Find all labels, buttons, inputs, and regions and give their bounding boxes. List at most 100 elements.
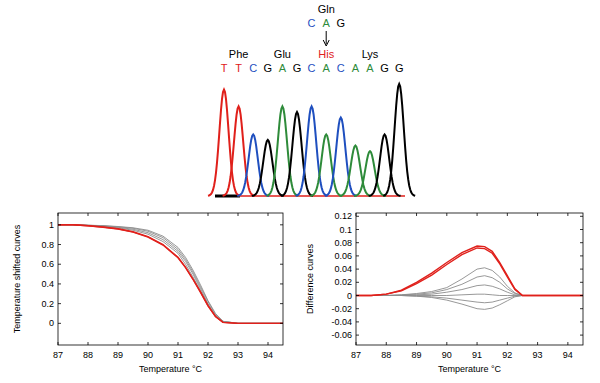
x-tick-top [416,213,417,216]
x-tick-label: 89 [113,350,123,360]
y-tick [58,264,61,265]
x-tick-label: 89 [412,350,422,360]
series-line [58,225,283,324]
y-tick [356,216,359,217]
x-tick [507,342,508,345]
codon-base: G [264,62,273,74]
y-tick-label: 0.12 [334,211,352,221]
y-tick-right [580,295,583,296]
x-tick-top [356,213,357,216]
codon-base: G [380,62,389,74]
x-tick-label: 88 [381,350,391,360]
x-tick-top [477,213,478,216]
y-tick [356,229,359,230]
y-tick-right [580,321,583,322]
y-tick-right [580,255,583,256]
original-amino-acid: Gln [318,3,335,15]
y-tick-label: 0.6 [41,259,54,269]
x-tick-top [58,213,59,216]
amino-acid: Phe [229,48,249,60]
series-line [58,225,283,324]
x-tick-label: 94 [563,350,573,360]
peak [354,151,386,196]
y-tick [58,323,61,324]
y-tick-right [580,229,583,230]
x-tick-label: 88 [83,350,93,360]
y-tick-right [280,283,283,284]
codon-base: C [308,62,316,74]
x-tick-top [148,213,149,216]
y-tick [58,244,61,245]
x-tick [537,342,538,345]
series-line [58,225,283,324]
baseline-marker [215,195,240,198]
codon-base: T [235,62,242,74]
y-tick-label: 0 [347,291,352,301]
y-tick-label: -0.06 [331,330,352,340]
x-tick [88,342,89,345]
y-tick [356,242,359,243]
y-tick-right [280,303,283,304]
peak [339,146,371,196]
x-tick-top [537,213,538,216]
x-tick [238,342,239,345]
x-tick-label: 93 [233,350,243,360]
x-tick-top [567,213,568,216]
peak [266,106,298,195]
peak [208,90,240,196]
x-tick-label: 91 [472,350,482,360]
codon-base: A [279,62,287,74]
y-tick [356,308,359,309]
peak [237,134,269,195]
y-tick [356,282,359,283]
x-tick [178,342,179,345]
y-tick-label: -0.02 [331,304,352,314]
y-tick-right [280,244,283,245]
codon-base: G [293,62,302,74]
peak [369,134,401,195]
x-tick-top [118,213,119,216]
x-tick-top [208,213,209,216]
series-line [356,268,583,296]
x-tick-label: 90 [442,350,452,360]
plot-frame [58,213,283,345]
x-tick-label: 87 [351,350,361,360]
y-tick-label: -0.04 [331,317,352,327]
y-tick-label: 0.06 [334,251,352,261]
series-group [58,225,283,324]
amino-acid: Lys [362,48,379,60]
x-tick-top [268,213,269,216]
y-tick [356,295,359,296]
codon-base: T [221,62,228,74]
x-tick [118,342,119,345]
y-tick-right [280,323,283,324]
plot-frame [356,213,583,345]
y-axis-label: Difference curves [305,244,315,314]
original-codon-base: A [323,17,331,29]
chromatogram: TTCPheGAGGluCACHisAAGLysGGlnCAG [208,3,415,196]
x-axis-label: Temperature °C [139,364,203,374]
x-tick-top [178,213,179,216]
x-tick [567,342,568,345]
series-line [356,248,583,296]
x-tick [148,342,149,345]
y-tick [356,335,359,336]
x-axis-label: Temperature °C [438,364,502,374]
x-tick-top [507,213,508,216]
y-tick-label: 0 [49,318,54,328]
y-tick-right [580,216,583,217]
codon-base: A [323,62,331,74]
codon-base: C [337,62,345,74]
y-tick-label: 0.1 [339,225,352,235]
figure: TTCPheGAGGluCACHisAAGLysGGlnCAG878889909… [0,0,600,383]
x-tick-top [386,213,387,216]
y-tick-right [580,269,583,270]
x-tick-label: 94 [263,350,273,360]
x-tick-label: 87 [53,350,63,360]
mutation-arrowhead [323,40,329,46]
y-tick-label: 0.02 [334,277,352,287]
y-tick [356,321,359,322]
series-line [356,246,583,296]
x-tick [58,342,59,345]
x-tick [477,342,478,345]
